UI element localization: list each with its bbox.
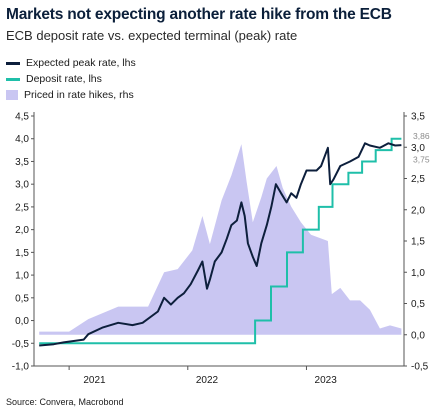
chart-subtitle: ECB deposit rate vs. expected terminal (… (6, 28, 298, 43)
legend-label-hikes: Priced in rate hikes, rhs (24, 89, 134, 101)
source-note: Source: Convera, Macrobond (6, 397, 124, 407)
y-right-tick-label: 0,5 (411, 299, 425, 310)
legend-item-hikes: Priced in rate hikes, rhs (6, 87, 136, 103)
legend: Expected peak rate, lhs Deposit rate, lh… (6, 55, 136, 103)
y-left-tick-label: 4,5 (15, 112, 29, 123)
y-left-tick-label: 3,5 (15, 157, 29, 168)
y-right-tick-label: 0,0 (411, 330, 425, 341)
legend-label-deposit: Deposit rate, lhs (26, 73, 102, 85)
legend-swatch-hikes (6, 90, 18, 100)
y-left-tick-label: 2,5 (15, 202, 29, 213)
x-tick-label: 2021 (83, 375, 106, 386)
y-right-tick-label: 1,0 (411, 268, 425, 279)
annotation-last-deposit: 3,75 (413, 154, 430, 164)
y-left-tick-label: 1,0 (15, 271, 29, 282)
y-right-tick-label: 1,5 (411, 237, 425, 248)
y-left-tick-label: -1,0 (12, 362, 30, 373)
x-tick-label: 2022 (196, 375, 219, 386)
y-left-tick-label: 1,5 (15, 248, 29, 259)
y-left-tick-label: 4,0 (15, 134, 29, 145)
y-right-tick-label: 3,0 (411, 143, 425, 154)
series-priced-hikes-area (39, 144, 402, 335)
y-right-tick-label: 2,0 (411, 205, 425, 216)
y-left-tick-label: 2,0 (15, 225, 29, 236)
annotation-last-peak: 3,86 (413, 131, 430, 141)
y-left-tick-label: 3,0 (15, 180, 29, 191)
legend-item-deposit: Deposit rate, lhs (6, 71, 136, 87)
legend-label-peak: Expected peak rate, lhs (26, 57, 136, 69)
series-expected-peak-line (39, 142, 402, 347)
series-deposit-rate-line (39, 137, 402, 345)
y-left-tick-label: 0,5 (15, 293, 29, 304)
y-right-tick-label: -0,5 (411, 362, 429, 373)
y-left-tick-label: -0,5 (12, 339, 30, 350)
y-right-tick-label: 3,5 (411, 112, 425, 123)
legend-swatch-deposit (6, 77, 20, 81)
legend-swatch-peak (6, 61, 20, 65)
x-tick-label: 2023 (315, 375, 338, 386)
y-left-tick-label: 0,0 (15, 316, 29, 327)
chart-title: Markets not expecting another rate hike … (6, 6, 392, 23)
y-right-tick-label: 2,5 (411, 174, 425, 185)
legend-item-peak: Expected peak rate, lhs (6, 55, 136, 71)
